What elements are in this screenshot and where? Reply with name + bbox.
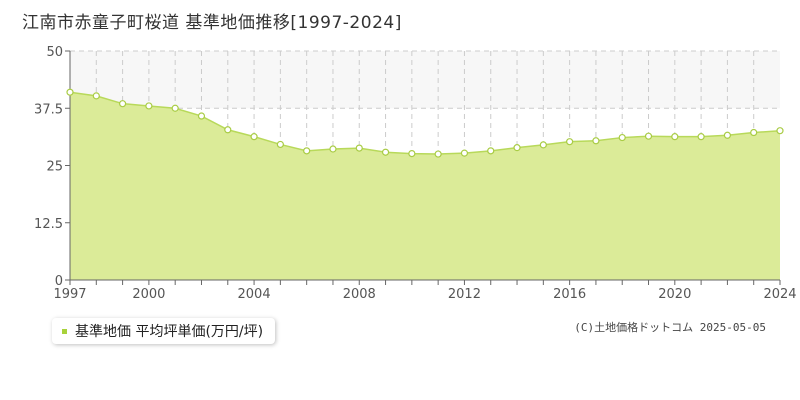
data-points [66,88,784,158]
data-point [644,132,653,140]
data-point [250,133,258,141]
y-tick-label: 12.5 [34,217,63,232]
y-tick-label: 37.5 [34,102,63,117]
data-point [118,100,127,108]
background-band [70,51,780,109]
legend-swatch [62,328,67,334]
data-point [592,137,600,145]
x-tick-label: 2012 [448,287,481,302]
data-point [355,144,363,152]
data-point [671,133,679,141]
x-tick-label: 2020 [658,287,691,302]
data-point [487,147,495,155]
data-point [513,144,521,152]
x-tick-labels: 1997 2000 2004 2008 2012 2016 2020 2024 [53,287,796,302]
data-point [776,127,784,135]
data-point [723,131,732,139]
data-point [460,149,469,157]
y-tick-label: 50 [46,45,63,60]
x-tick-label: 2008 [343,287,376,302]
y-tick-labels: 0 12.5 25 37.5 50 [34,45,63,289]
data-point [197,112,206,120]
x-tick-label: 2004 [238,287,271,302]
x-tick-label: 1997 [53,287,86,302]
y-tick-label: 25 [46,160,63,175]
y-tick-label: 0 [55,274,63,289]
data-point [276,140,284,149]
data-point [92,92,100,100]
x-tick-label: 2024 [763,287,796,302]
copyright-text: (C)土地価格ドットコム 2025-05-05 [574,321,766,334]
data-point [618,133,626,142]
data-point [697,133,705,141]
data-point [381,148,390,156]
x-tick-label: 2016 [553,287,586,302]
data-point [145,102,153,110]
data-point [66,88,74,96]
legend: 基準地価 平均坪単価(万円/坪) [52,318,276,344]
page-title: 江南市赤童子町桜道 基準地価推移[1997-2024] [22,13,402,33]
series-area [70,92,780,280]
data-point [539,141,547,149]
data-point [750,128,758,137]
data-point [329,145,337,153]
data-point [566,138,574,146]
data-point [408,149,416,158]
area-fill [69,91,781,280]
data-point [303,147,311,155]
x-tick-label: 2000 [132,287,165,302]
legend-label: 基準地価 平均坪単価(万円/坪) [75,324,264,340]
series-line [69,91,781,155]
data-point [224,126,232,134]
data-point [434,150,442,158]
data-point [171,104,179,112]
